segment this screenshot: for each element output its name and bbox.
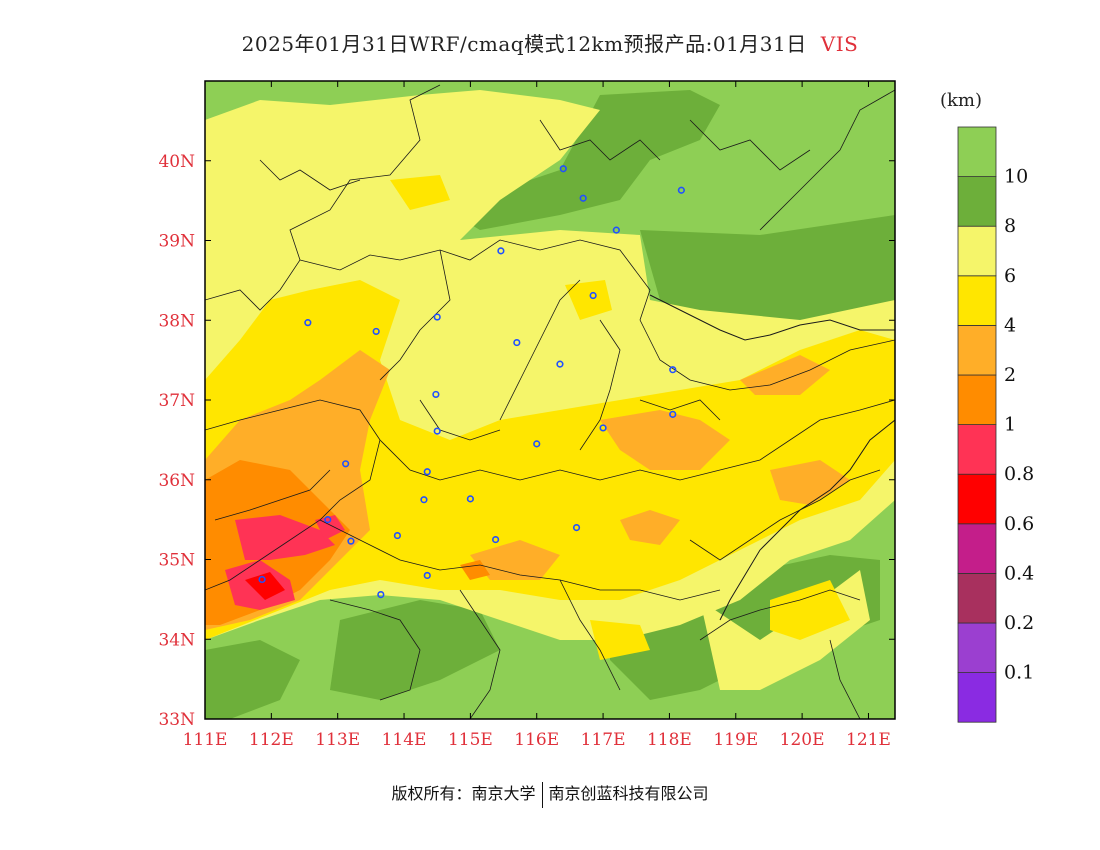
legend-label: 1 (1004, 414, 1016, 436)
axis-ticks: 111E 112E 113E 114E 115E 116E 117E 118E 119E 120E… (158, 81, 895, 750)
x-tick-label: 112E (249, 730, 294, 750)
city-marker (372, 327, 380, 336)
city-marker (347, 537, 355, 545)
city-marker (304, 319, 312, 327)
legend-swatch (957, 523, 997, 574)
color-legend: 0.1 0.2 0.4 0.6 0.8 1 2 4 6 8 10 (957, 126, 1034, 723)
legend-swatch (957, 473, 997, 525)
title-text: 2025年01月31日WRF/cmaq模式12km预报产品:01月31日 (241, 32, 807, 56)
y-tick-label: 40N (158, 152, 195, 172)
footer-right: 南京创蓝科技有限公司 (548, 784, 709, 803)
x-tick-label: 120E (780, 730, 825, 750)
legend-label: 2 (1004, 364, 1016, 386)
x-tick-label: 119E (713, 730, 758, 750)
legend-label: 4 (1004, 314, 1016, 336)
legend-swatch (957, 374, 997, 425)
y-tick-label: 37N (158, 391, 195, 411)
legend-swatch (957, 573, 997, 624)
legend-label: 0.6 (1004, 513, 1034, 535)
city-marker (324, 516, 332, 524)
city-marker (556, 360, 564, 368)
x-tick-label: 113E (315, 730, 360, 750)
city-marker (669, 410, 677, 418)
legend-label: 0.8 (1004, 463, 1034, 485)
city-marker (669, 366, 677, 374)
legend-swatch (957, 424, 997, 475)
legend-label: 0.4 (1004, 562, 1034, 584)
coastline (649, 294, 895, 621)
y-tick-label: 34N (158, 630, 195, 650)
city-marker (466, 495, 474, 503)
city-marker (423, 571, 431, 580)
legend-swatch (957, 324, 997, 376)
city-marker (420, 496, 428, 504)
city-marker (572, 523, 581, 532)
city-marker (342, 460, 350, 468)
x-tick-label: 121E (846, 730, 891, 750)
city-marker (612, 226, 620, 234)
city-marker (589, 291, 597, 300)
y-tick-label: 35N (158, 551, 195, 571)
y-tick-label: 33N (158, 710, 195, 730)
legend-swatch (957, 275, 997, 326)
city-marker (599, 424, 607, 432)
legend-swatch (957, 672, 997, 723)
legend-label: 0.1 (1004, 662, 1034, 684)
city-marker (513, 338, 521, 347)
legend-unit: (km) (940, 90, 983, 111)
legend-swatch (957, 176, 997, 227)
city-marker (579, 194, 587, 202)
city-marker (423, 468, 431, 476)
legend-swatch (957, 225, 997, 277)
map-title: 2025年01月31日WRF/cmaq模式12km预报产品:01月31日 VIS (0, 28, 1100, 57)
x-tick-label: 111E (183, 730, 228, 750)
city-marker (377, 590, 385, 599)
city-marker (432, 390, 440, 399)
footer-left: 版权所有：南京大学 (391, 784, 536, 803)
city-marker (258, 575, 266, 584)
legend-swatch (957, 622, 997, 673)
x-tick-label: 117E (581, 730, 626, 750)
legend-label: 0.2 (1004, 612, 1034, 634)
y-tick-label: 39N (158, 232, 195, 252)
city-marker (497, 247, 505, 255)
city-marker (491, 535, 500, 544)
y-tick-label: 38N (158, 311, 195, 331)
city-marker (533, 440, 541, 448)
x-tick-label: 114E (382, 730, 427, 750)
contour-field (205, 81, 895, 719)
city-marker (677, 186, 685, 194)
copyright-footer: 版权所有：南京大学 南京创蓝科技有限公司 (0, 780, 1100, 808)
footer-divider (541, 781, 543, 808)
boundary-lines (205, 84, 895, 719)
legend-swatch (957, 126, 997, 177)
city-marker (433, 313, 441, 321)
city-marker (393, 531, 402, 540)
legend-label: 6 (1004, 265, 1016, 287)
title-variable: VIS (820, 32, 859, 56)
city-marker (433, 427, 441, 435)
city-marker (559, 165, 567, 173)
x-tick-label: 118E (647, 730, 692, 750)
y-tick-label: 36N (158, 471, 195, 491)
x-tick-label: 115E (448, 730, 493, 750)
legend-label: 10 (1004, 166, 1028, 188)
city-markers (258, 165, 685, 599)
x-tick-label: 116E (514, 730, 559, 750)
legend-label: 8 (1004, 215, 1016, 237)
